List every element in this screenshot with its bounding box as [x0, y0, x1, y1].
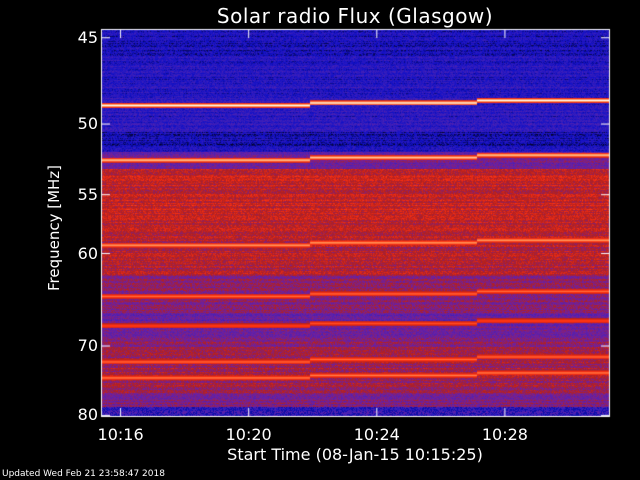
y-tick-label: 60	[77, 243, 98, 263]
x-tick-label: 10:20	[225, 425, 272, 444]
y-tick-label: 50	[77, 114, 98, 134]
x-tick-label: 10:28	[481, 425, 528, 444]
chart-title: Solar radio Flux (Glasgow)	[216, 4, 494, 28]
x-tick-label: 10:24	[353, 425, 400, 444]
x-tick-label: 10:16	[97, 425, 144, 444]
y-tick-label: 55	[77, 184, 98, 204]
y-tick-label: 70	[77, 336, 98, 356]
y-tick-label: 45	[77, 27, 98, 47]
y-tick-label: 80	[77, 405, 98, 425]
updated-timestamp: Updated Wed Feb 21 23:58:47 2018	[2, 469, 165, 479]
x-axis-label: Start Time (08-Jan-15 10:15:25)	[227, 445, 483, 464]
